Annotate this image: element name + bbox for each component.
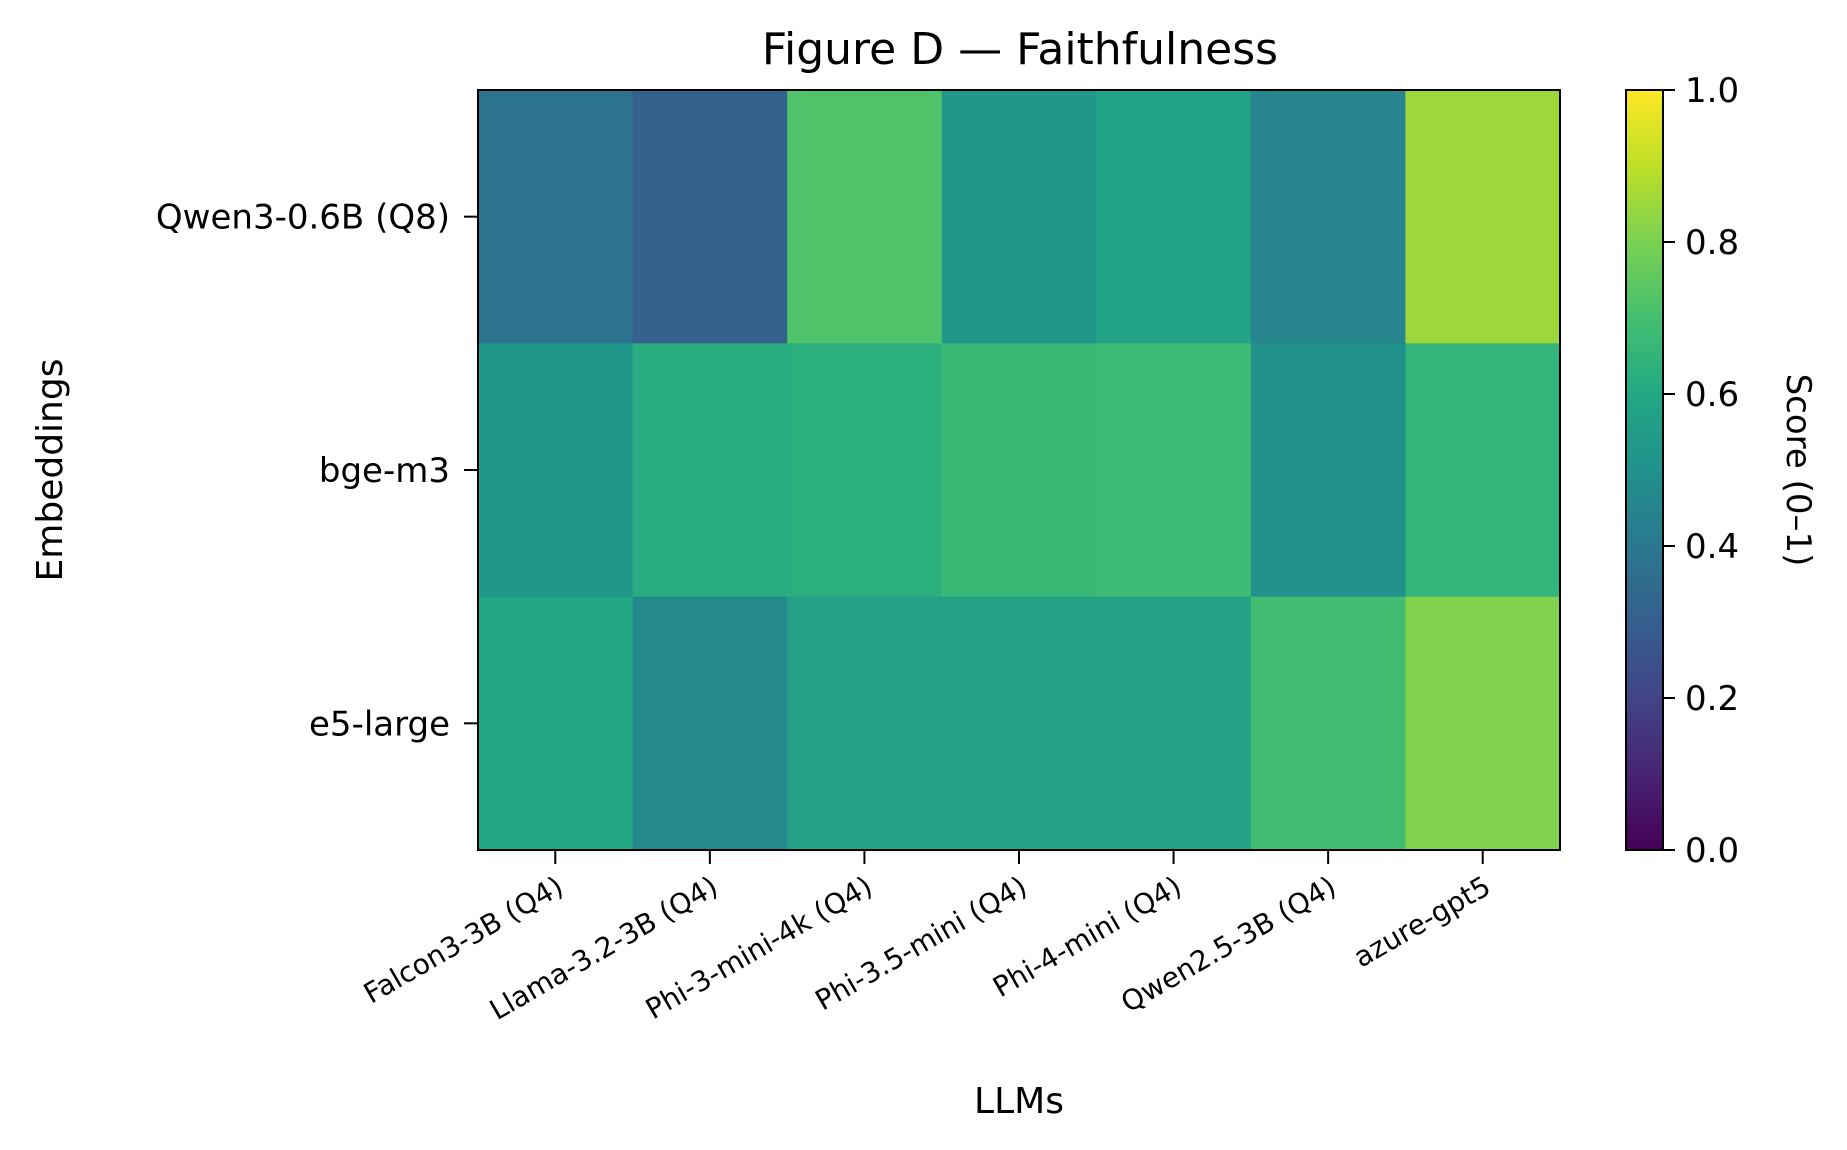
x-axis-label: LLMs bbox=[974, 1081, 1064, 1122]
colorbar-tick-label: 0.6 bbox=[1685, 375, 1739, 415]
x-tick-label: azure-gpt5 bbox=[1348, 869, 1496, 974]
colorbar-tick-label: 0.0 bbox=[1685, 831, 1739, 871]
y-tick-label: bge-m3 bbox=[319, 451, 450, 491]
heatmap-cell bbox=[941, 343, 1097, 598]
colorbar-label: Score (0–1) bbox=[1778, 374, 1818, 567]
heatmap-cell bbox=[787, 596, 943, 851]
heatmap-cell bbox=[787, 343, 943, 598]
colorbar: 0.0 0.2 0.4 0.6 0.8 1.0 Score (0–1) bbox=[1625, 71, 1818, 871]
colorbar-tick-label: 0.4 bbox=[1685, 527, 1739, 567]
heatmap-cell bbox=[1096, 343, 1252, 598]
heatmap-cell bbox=[787, 90, 943, 344]
heatmap-cell bbox=[941, 596, 1097, 851]
colorbar-tick-label: 0.8 bbox=[1685, 223, 1739, 263]
colorbar-ticks: 0.0 0.2 0.4 0.6 0.8 1.0 bbox=[1663, 71, 1739, 871]
y-tick-label: e5-large bbox=[309, 704, 450, 744]
chart-title: Figure D — Faithfulness bbox=[762, 24, 1278, 75]
x-axis: Falcon3-3B (Q4)Llama-3.2-3B (Q4)Phi-3-mi… bbox=[358, 850, 1496, 1027]
heatmap-cell bbox=[478, 596, 634, 851]
heatmap-cell bbox=[1096, 596, 1252, 851]
colorbar-tick-label: 1.0 bbox=[1685, 71, 1739, 111]
y-axis-label: Embeddings bbox=[30, 359, 71, 582]
heatmap-cell bbox=[632, 596, 788, 851]
heatmap-cell bbox=[1096, 90, 1252, 344]
y-axis: Qwen3-0.6B (Q8) bge-m3 e5-large bbox=[156, 198, 478, 744]
y-tick-label: Qwen3-0.6B (Q8) bbox=[156, 198, 450, 238]
heatmap-cell bbox=[478, 343, 634, 598]
heatmap-cell bbox=[478, 90, 634, 344]
heatmap-cell bbox=[1405, 343, 1561, 598]
colorbar-gradient bbox=[1625, 89, 1664, 851]
heatmap-cells bbox=[478, 90, 1561, 851]
heatmap-cell bbox=[1250, 90, 1406, 344]
colorbar-tick-label: 0.2 bbox=[1685, 679, 1739, 719]
heatmap-cell bbox=[1250, 343, 1406, 598]
heatmap-cell bbox=[1250, 596, 1406, 851]
heatmap-cell bbox=[1405, 596, 1561, 851]
heatmap-cell bbox=[632, 343, 788, 598]
heatmap-cell bbox=[1405, 90, 1561, 344]
heatmap-cell bbox=[941, 90, 1097, 344]
heatmap-cell bbox=[632, 90, 788, 344]
